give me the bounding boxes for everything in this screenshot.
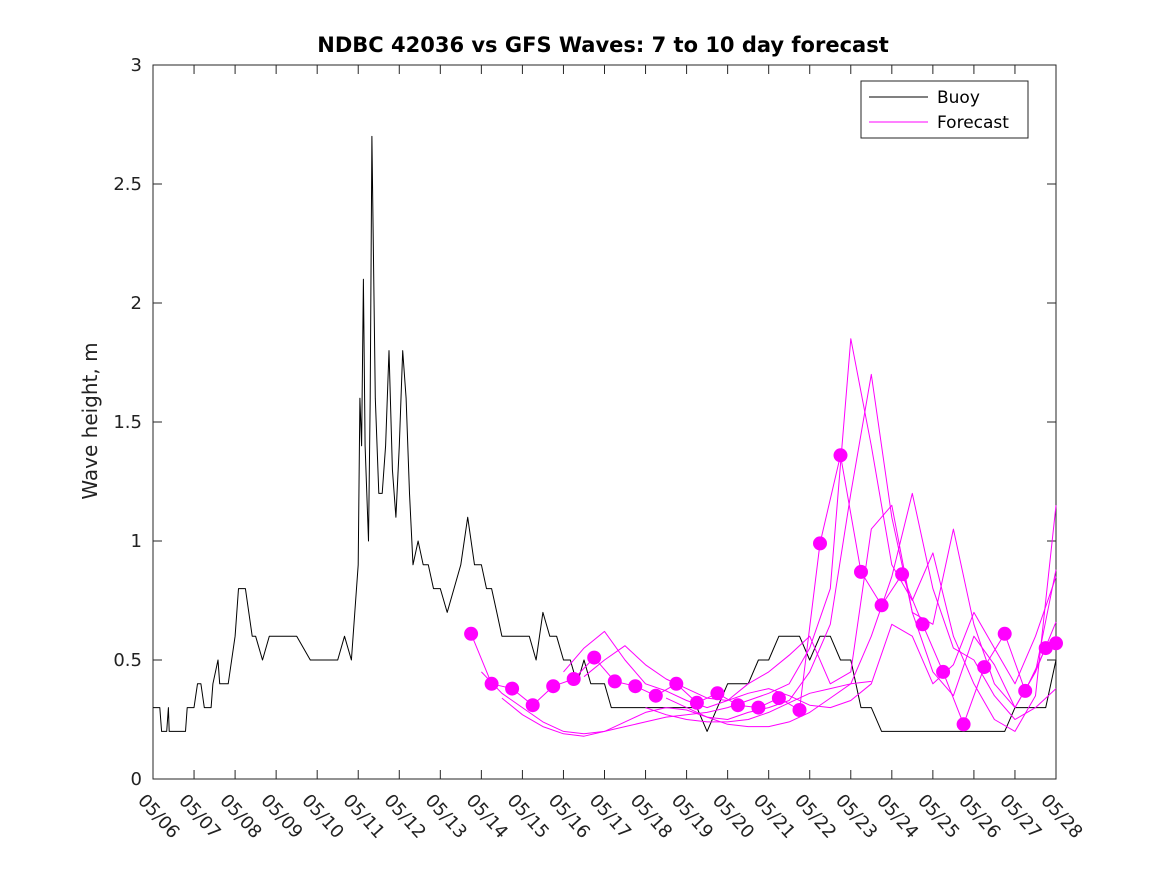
x-tick-label: 05/16 (544, 790, 594, 843)
forecast-line (563, 504, 1057, 709)
x-tick-label: 05/12 (380, 790, 430, 843)
forecast-point (730, 698, 745, 713)
forecast-line (583, 576, 1057, 709)
forecast-point (997, 626, 1012, 641)
forecast-point (936, 664, 951, 679)
forecast-point (854, 564, 868, 579)
forecast-point (895, 567, 910, 582)
forecast-point (792, 703, 807, 717)
x-tick-label: 05/21 (749, 790, 799, 843)
x-tick-label: 05/27 (995, 790, 1045, 843)
forecast-point (1018, 683, 1033, 698)
x-tick-label: 05/28 (1036, 790, 1086, 843)
y-tick-label: 2.5 (113, 174, 142, 195)
forecast-point (710, 686, 725, 701)
x-tick-label: 05/17 (585, 790, 635, 843)
y-tick-label: 0.5 (113, 650, 142, 671)
x-tick-label: 05/20 (708, 790, 758, 843)
buoy-line (153, 135, 1057, 732)
forecast-point (587, 650, 602, 665)
legend-box (860, 80, 1029, 139)
forecast-point (813, 536, 827, 551)
forecast-line (665, 492, 1057, 728)
legend-buoy-label: Buoy (937, 88, 980, 108)
x-tick-label: 05/14 (462, 790, 512, 843)
x-tick-label: 05/26 (954, 790, 1004, 843)
x-tick-label: 05/22 (790, 790, 840, 843)
forecast-point (648, 688, 663, 703)
forecast-line (645, 680, 872, 723)
legend: Buoy Forecast (860, 80, 1029, 139)
x-tick-label: 05/06 (133, 790, 183, 843)
x-tick-label: 05/18 (626, 790, 676, 843)
x-tick-label: 05/23 (831, 790, 881, 843)
forecast-point (956, 717, 971, 732)
forecast-point (546, 679, 561, 694)
forecast-point (669, 676, 684, 691)
forecast-point (1049, 636, 1063, 651)
plot-area (153, 135, 1057, 737)
x-tick-label: 05/25 (913, 790, 963, 843)
x-tick-label: 05/11 (339, 790, 389, 843)
forecast-markers (464, 448, 1063, 732)
forecast-point (915, 617, 930, 632)
x-tick-label: 05/24 (872, 790, 922, 843)
x-tick-label: 05/19 (667, 790, 717, 843)
forecast-point (464, 626, 479, 641)
y-tick-label: 2 (131, 293, 142, 314)
forecast-point (525, 698, 540, 713)
legend-forecast-label: Forecast (937, 113, 1009, 133)
forecast-point (689, 695, 704, 710)
x-tick-label: 05/13 (421, 790, 471, 843)
x-tick-label: 05/10 (297, 790, 347, 843)
y-axis: 0 0.5 1 1.5 2 2.5 3 (113, 55, 1056, 790)
forecast-point (751, 700, 766, 715)
forecast-point (977, 660, 992, 675)
x-tick-label: 05/15 (503, 790, 553, 843)
forecast-point (566, 672, 581, 686)
forecast-point (505, 681, 520, 696)
plot-frame (152, 64, 1057, 780)
y-tick-label: 1.5 (113, 412, 142, 433)
x-tick-label: 05/08 (215, 790, 265, 843)
forecast-point (771, 691, 786, 706)
forecast-point (874, 598, 889, 613)
y-tick-label: 0 (131, 769, 142, 790)
forecast-point (607, 674, 622, 689)
chart-title: NDBC 42036 vs GFS Waves: 7 to 10 day for… (317, 33, 888, 57)
y-tick-label: 3 (131, 55, 142, 76)
x-tick-label: 05/09 (256, 790, 306, 843)
y-axis-label: Wave height, m (78, 342, 102, 499)
forecast-point (628, 679, 643, 694)
forecast-point (484, 676, 499, 691)
x-tick-label: 05/07 (174, 790, 224, 843)
forecast-point (833, 448, 848, 463)
y-tick-label: 1 (131, 531, 142, 552)
